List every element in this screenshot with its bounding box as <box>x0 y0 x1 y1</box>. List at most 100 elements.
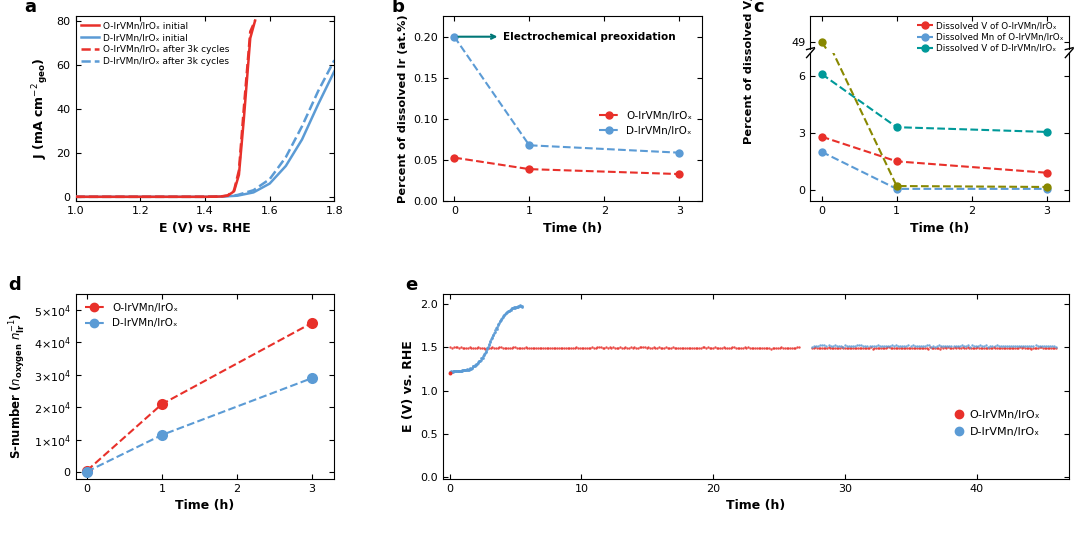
Point <box>564 343 581 352</box>
Point <box>854 342 872 350</box>
Point <box>527 344 544 352</box>
Point <box>496 343 513 352</box>
Point <box>918 343 935 352</box>
Point <box>451 366 469 375</box>
Point <box>445 343 462 352</box>
Point <box>791 343 808 352</box>
Point <box>551 344 568 352</box>
Point <box>657 343 674 352</box>
Point <box>675 343 692 352</box>
Point <box>1004 342 1022 350</box>
Point <box>726 343 743 352</box>
Point <box>783 344 800 352</box>
Point <box>782 343 799 352</box>
Point <box>473 353 490 362</box>
Point <box>1031 343 1049 351</box>
Point <box>818 342 835 350</box>
Point <box>518 344 536 352</box>
Point <box>588 344 605 352</box>
Y-axis label: J (mA cm$^{-2}$$_{\mathregular{geo}}$): J (mA cm$^{-2}$$_{\mathregular{geo}}$) <box>30 58 51 159</box>
Point <box>849 341 866 350</box>
Point <box>916 342 933 350</box>
Point <box>555 344 572 352</box>
Point <box>1027 341 1044 350</box>
Point <box>1029 344 1047 352</box>
Point <box>659 344 676 352</box>
Point <box>920 344 937 353</box>
Point <box>442 366 459 375</box>
Point <box>633 343 650 352</box>
Point <box>494 313 511 322</box>
Point <box>446 366 463 375</box>
Point <box>1016 341 1034 350</box>
Point <box>497 310 514 319</box>
Point <box>990 344 1008 352</box>
Point <box>745 344 762 352</box>
Point <box>468 361 485 370</box>
Point <box>892 343 909 352</box>
Point <box>1048 343 1065 352</box>
Point <box>1045 343 1063 352</box>
Point <box>1025 343 1042 352</box>
Legend: O-IrVMn/IrOₓ, D-IrVMn/IrOₓ: O-IrVMn/IrOₓ, D-IrVMn/IrOₓ <box>948 406 1044 441</box>
Point <box>563 343 580 352</box>
Point <box>777 343 794 352</box>
Point <box>513 301 530 310</box>
Point <box>812 341 829 350</box>
Point <box>870 344 888 352</box>
Point <box>954 343 971 351</box>
Point <box>566 343 583 352</box>
Point <box>1048 343 1065 351</box>
Point <box>458 366 475 374</box>
Point <box>487 324 504 333</box>
Point <box>532 344 550 352</box>
Point <box>906 342 923 350</box>
Point <box>1002 341 1020 350</box>
Point <box>535 344 552 352</box>
Point <box>738 343 755 352</box>
Point <box>456 344 473 352</box>
Point <box>882 344 900 352</box>
Point <box>921 343 939 351</box>
Point <box>962 343 980 352</box>
Point <box>497 309 514 317</box>
Point <box>908 342 926 350</box>
Point <box>974 343 991 352</box>
Point <box>969 343 986 351</box>
Point <box>923 343 941 352</box>
Point <box>971 344 988 352</box>
Point <box>444 343 461 352</box>
Point <box>606 343 623 352</box>
Point <box>456 365 473 374</box>
Point <box>912 343 929 352</box>
Point <box>676 344 693 352</box>
Point <box>869 341 887 350</box>
Point <box>1026 344 1043 353</box>
Point <box>785 343 802 352</box>
Point <box>875 342 892 350</box>
Point <box>768 344 785 352</box>
Point <box>625 343 643 351</box>
Point <box>678 343 696 352</box>
Point <box>883 341 901 350</box>
Point <box>492 316 510 324</box>
Point <box>442 367 459 376</box>
Point <box>1001 344 1018 352</box>
Point <box>943 342 960 350</box>
Point <box>975 342 993 350</box>
Point <box>703 344 720 352</box>
Point <box>741 343 758 352</box>
Point <box>914 343 931 352</box>
Point <box>673 344 690 352</box>
Point <box>842 344 860 352</box>
Point <box>480 340 497 349</box>
Point <box>470 343 487 352</box>
X-axis label: Time (h): Time (h) <box>175 499 234 512</box>
Point <box>492 343 510 352</box>
Point <box>582 344 599 352</box>
Point <box>511 301 528 309</box>
Point <box>605 343 622 352</box>
Point <box>773 343 791 351</box>
Point <box>451 366 469 375</box>
Point <box>968 342 985 350</box>
